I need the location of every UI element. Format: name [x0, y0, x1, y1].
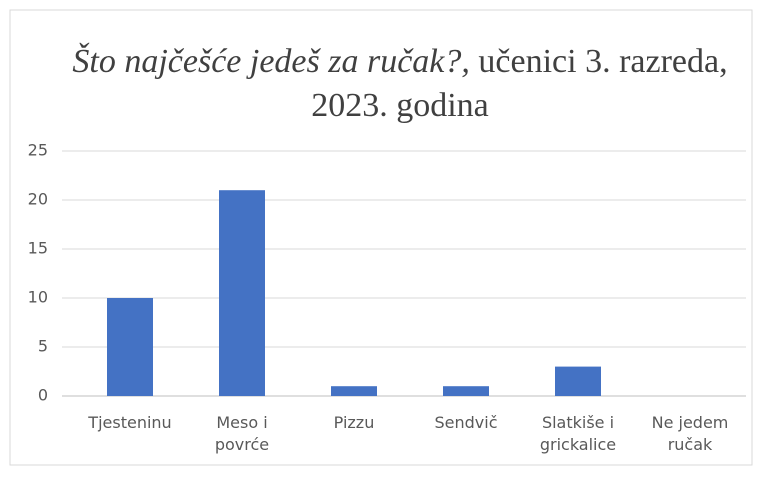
chart-title: Što najčešće jedeš za ručak?, učenici 3.… [70, 40, 730, 128]
chart-frame [9, 9, 753, 466]
x-tick-label: Pizzu [333, 413, 375, 432]
x-tick-label: Ne jedem ručak [651, 413, 729, 454]
bar [555, 366, 601, 396]
title-italic: Što najčešće jedeš za ručak?, [72, 43, 470, 80]
x-tick-label: Meso i povrće [214, 413, 270, 454]
bar [443, 386, 489, 396]
bar [331, 386, 377, 396]
x-tick-label: Slatkiše i grickalice [539, 413, 617, 454]
x-tick-label: Tjesteninu [88, 413, 172, 432]
bar [219, 190, 265, 396]
y-tick-label: 15 [28, 239, 48, 258]
y-tick-label: 20 [28, 190, 48, 209]
y-tick-label: 0 [38, 386, 48, 405]
x-tick-label: Sendvič [434, 413, 498, 432]
y-tick-label: 10 [28, 288, 48, 307]
y-tick-label: 5 [38, 337, 48, 356]
title-normal: učenici 3. razreda, 2023. godina [311, 43, 728, 124]
bar [107, 298, 153, 396]
y-tick-label: 25 [28, 141, 48, 160]
